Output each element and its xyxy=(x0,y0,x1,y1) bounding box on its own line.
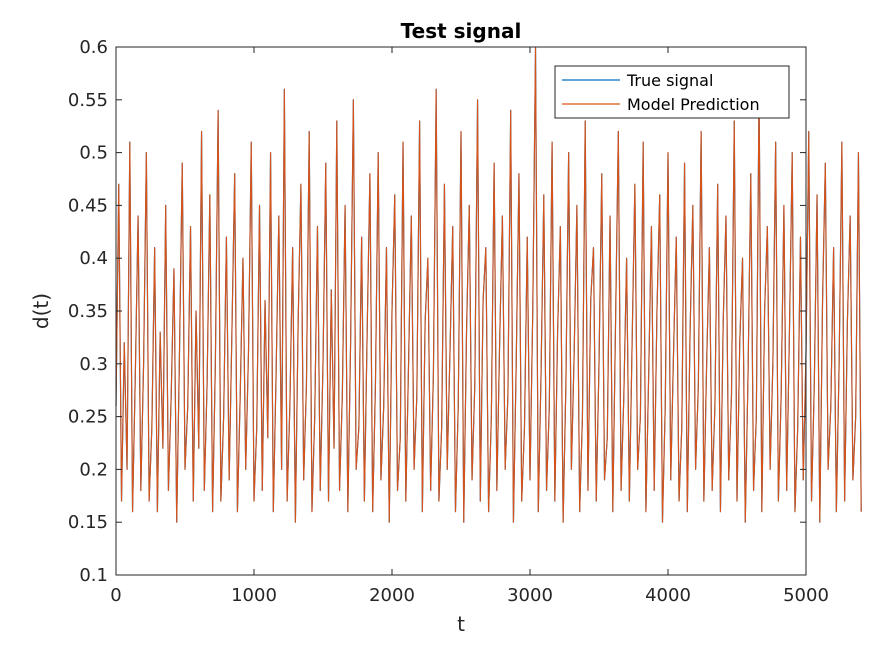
y-tick-label: 0.5 xyxy=(79,143,108,164)
y-tick-label: 0.35 xyxy=(68,301,108,322)
x-tick-label: 5000 xyxy=(783,585,829,606)
series-layer xyxy=(115,46,862,523)
legend-box xyxy=(554,65,790,119)
series-line-model-prediction xyxy=(115,46,862,523)
y-tick-label: 0.3 xyxy=(79,354,108,375)
y-tick-label: 0.6 xyxy=(79,37,108,58)
x-tick-label: 2000 xyxy=(369,585,415,606)
y-tick-label: 0.45 xyxy=(68,195,108,216)
y-tick-label: 0.1 xyxy=(79,565,108,586)
y-tick-label: 0.4 xyxy=(79,248,108,269)
x-tick-label: 1000 xyxy=(231,585,277,606)
x-axis-label: t xyxy=(457,612,465,636)
x-tick-label: 0 xyxy=(110,585,121,606)
y-tick-label: 0.2 xyxy=(79,459,108,480)
legend: True signal Model Prediction xyxy=(554,65,790,119)
y-tick-label: 0.55 xyxy=(68,90,108,111)
x-tick-label: 3000 xyxy=(507,585,553,606)
legend-label-true-signal: True signal xyxy=(626,71,713,90)
y-tick-label: 0.25 xyxy=(68,407,108,428)
chart-title: Test signal xyxy=(401,19,522,43)
y-tick-label: 0.15 xyxy=(68,512,108,533)
legend-label-model-prediction: Model Prediction xyxy=(627,95,760,114)
x-tick-label: 4000 xyxy=(645,585,691,606)
y-axis-label: d(t) xyxy=(29,293,53,329)
tick-layer: 0 1000 2000 3000 4000 5000 0.1 0.15 0.2 0.25 0.3 0.… xyxy=(68,37,829,606)
